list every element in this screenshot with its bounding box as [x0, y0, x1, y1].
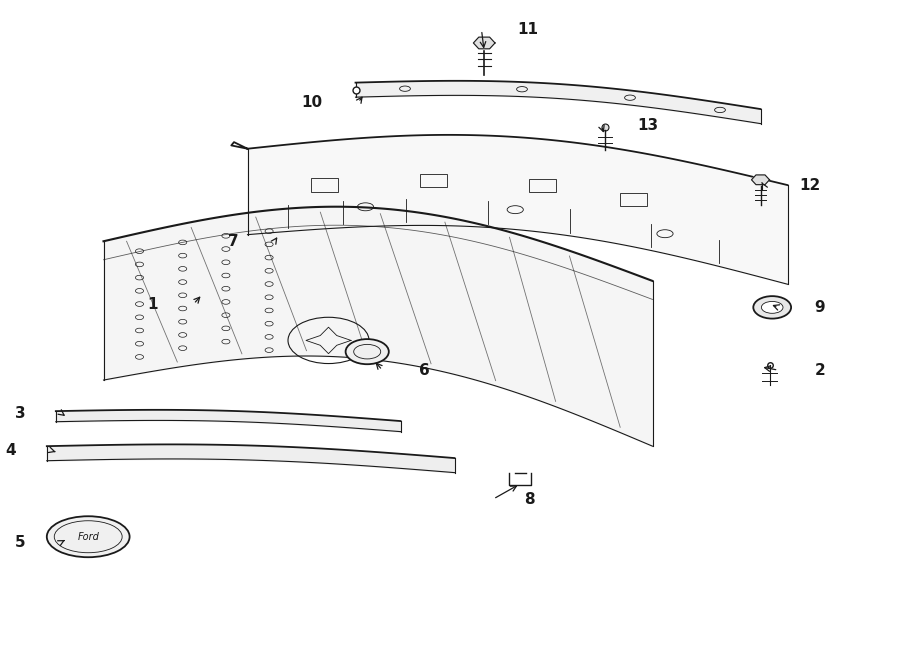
Text: 9: 9	[814, 300, 825, 315]
Ellipse shape	[47, 516, 130, 557]
Ellipse shape	[346, 339, 389, 364]
Polygon shape	[752, 175, 770, 184]
Ellipse shape	[753, 296, 791, 319]
Text: 8: 8	[524, 492, 535, 506]
Text: 1: 1	[147, 297, 158, 311]
Text: 4: 4	[5, 444, 16, 458]
Ellipse shape	[761, 301, 783, 313]
Text: 13: 13	[637, 118, 658, 133]
Text: 2: 2	[814, 363, 825, 377]
Text: 3: 3	[14, 406, 25, 420]
Text: 10: 10	[302, 95, 322, 110]
Text: 6: 6	[418, 363, 429, 377]
Text: 11: 11	[518, 22, 538, 37]
Polygon shape	[473, 37, 495, 49]
Text: Ford: Ford	[77, 531, 99, 542]
Text: 5: 5	[14, 535, 25, 549]
Text: 7: 7	[228, 234, 238, 249]
Text: 12: 12	[799, 178, 821, 192]
